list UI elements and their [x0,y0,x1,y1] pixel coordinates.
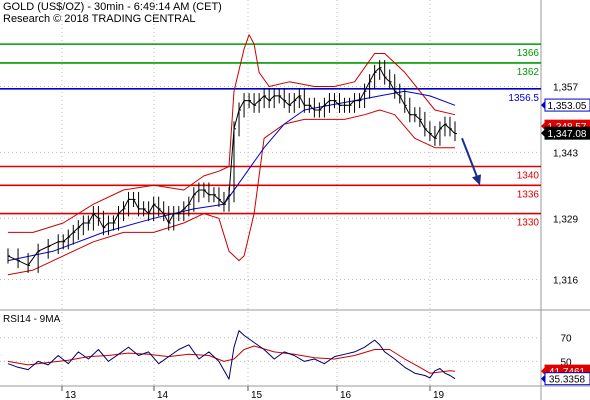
forecast-arrow [461,137,479,180]
x-tick-label: 13 [65,390,77,400]
price-tick-label: 1,316 [553,275,578,286]
rsi-tick-label: 50 [560,357,572,368]
x-tick-label: 15 [251,390,263,400]
chart-title: GOLD (US$/OZ) - 30min - 6:49:14 AM (CET) [3,1,222,13]
last-value-label: 1,347.08 [548,129,587,140]
level-label: 1366 [517,48,540,59]
level-label: 1362 [517,67,540,78]
forecast-arrow-head [472,174,481,186]
level-label: 1330 [517,218,540,229]
x-tick-label: 19 [433,390,445,400]
level-label: 1336 [517,189,540,200]
last-value-pointer [541,129,545,138]
price-tick-label: 1,357 [553,82,578,93]
copyright-line: Research © 2018 TRADING CENTRAL [3,13,196,25]
last-value-label: 35.3358 [549,375,586,386]
rsi-ma-line [7,345,456,374]
moving-average-line [7,90,456,262]
rsi-title: RSI14 - 9MA [3,314,61,325]
last-value-label: 1,353.05 [548,101,587,112]
rsi-tick-label: 70 [560,334,572,345]
last-value-pointer [541,374,545,383]
x-tick-label: 14 [157,390,169,400]
x-tick-label: 16 [340,390,352,400]
rsi-line [7,330,456,380]
level-label: 1356.5 [508,93,539,104]
last-value-pointer [541,367,545,376]
last-value-pointer [541,122,545,131]
bollinger-lower-band [7,109,455,276]
bollinger-upper-band [8,34,456,233]
price-tick-label: 1,343 [553,148,578,159]
price-line [7,67,456,266]
last-value-pointer [541,101,545,110]
price-tick-label: 1,329 [553,214,578,225]
level-label: 1340 [517,171,540,182]
